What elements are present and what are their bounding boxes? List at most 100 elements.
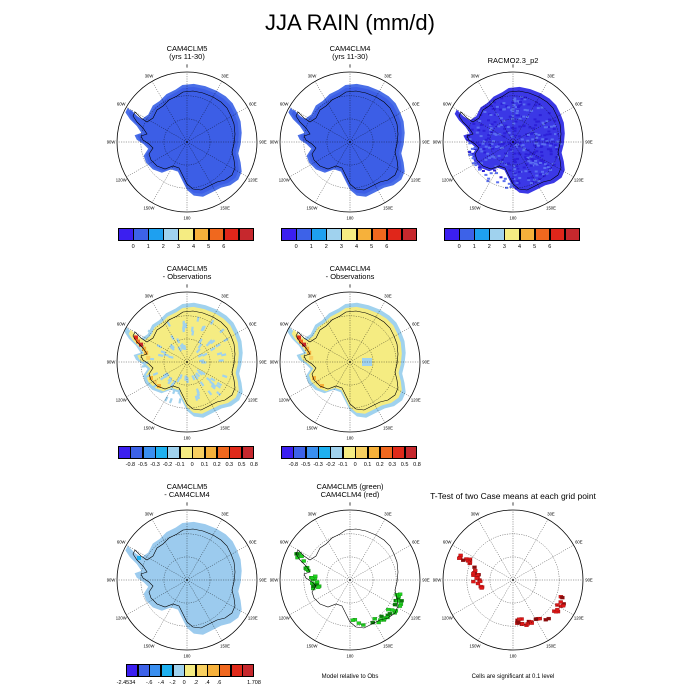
legend-tick-label: 0	[190, 462, 194, 468]
field-cell	[495, 105, 499, 108]
legend-tick-label: 5	[370, 244, 374, 250]
field-cell	[541, 138, 545, 141]
field-cell	[164, 396, 169, 402]
field-cell	[547, 126, 551, 129]
legend-tick-label: 0.1	[200, 462, 209, 468]
field-cell	[518, 125, 522, 128]
field-cell	[547, 112, 551, 115]
longitude-label: 0	[512, 502, 515, 507]
field-cell	[210, 377, 216, 382]
legend-tick-label: -.4	[157, 680, 165, 686]
meridian-line	[512, 579, 549, 641]
legend-swatch	[192, 446, 206, 459]
field-cell	[502, 108, 506, 111]
legend-swatch	[392, 446, 406, 459]
longitude-label: 60E	[249, 540, 257, 545]
field-cell	[500, 97, 504, 100]
field-cell	[513, 160, 516, 163]
meridian-line	[289, 106, 351, 143]
field-cell	[199, 381, 205, 387]
meridian-line	[349, 544, 411, 581]
legend-tick-label: -0.8	[125, 462, 136, 468]
field-cell	[511, 107, 515, 110]
field-cell	[517, 145, 521, 148]
map-border	[116, 291, 258, 433]
legend-swatch	[342, 446, 356, 459]
field-cell	[556, 140, 560, 143]
field-cell	[209, 319, 215, 326]
field-cell	[486, 180, 490, 183]
field-cell	[502, 180, 506, 183]
field-cell	[530, 131, 534, 134]
legend-swatch	[207, 664, 220, 677]
field-cell	[197, 343, 203, 349]
longitude-label: 0	[349, 502, 352, 507]
longitude-label: 120E	[248, 178, 258, 183]
legend-tick-label: -0.2	[325, 462, 336, 468]
field-cell	[468, 151, 472, 154]
field-cell	[397, 604, 403, 608]
field-cell	[201, 361, 207, 364]
longitude-label: 60W	[280, 102, 289, 107]
field-cell	[535, 120, 539, 123]
field-cell	[510, 109, 514, 112]
field-cell	[518, 117, 522, 120]
legend-tick-label: 2	[161, 244, 165, 250]
field-cell	[494, 133, 498, 136]
field-cell	[489, 128, 492, 131]
field-cell	[302, 342, 307, 347]
field-cell	[504, 152, 507, 155]
coastline	[132, 310, 236, 411]
field-cell	[546, 148, 550, 151]
field-cell	[524, 158, 528, 160]
field-cell	[461, 558, 466, 562]
field-cell	[516, 100, 520, 103]
field-cell	[196, 393, 201, 400]
field-cell	[522, 166, 526, 169]
field-cell	[492, 101, 496, 104]
field-cell	[554, 133, 557, 136]
longitude-label: 30E	[547, 512, 555, 517]
field-cell	[534, 145, 538, 148]
field-cell	[543, 134, 547, 137]
coastline	[295, 90, 399, 191]
longitude-label: 30W	[145, 512, 154, 517]
field-fill	[454, 86, 565, 194]
legend-tick-label: -.6	[146, 680, 153, 686]
field-cell	[489, 132, 493, 135]
longitude-label: 60W	[443, 102, 452, 107]
field-cell	[521, 144, 525, 147]
field-cell	[545, 142, 549, 144]
field-cell	[514, 187, 518, 190]
field-cell	[489, 114, 493, 116]
longitude-label: 90W	[433, 140, 442, 145]
field-cell	[503, 127, 507, 130]
field-cell	[508, 115, 512, 118]
field-cell	[512, 142, 516, 145]
meridian-line	[186, 81, 223, 143]
longitude-label: 60W	[117, 540, 126, 545]
longitude-label: 150E	[220, 643, 230, 648]
legend-tick-label: 2	[487, 244, 491, 250]
field-fill	[125, 521, 242, 635]
meridian-line	[126, 579, 188, 616]
field-cell	[553, 144, 557, 147]
field-cell	[517, 152, 521, 155]
legend-tick-label: -0.2	[162, 462, 173, 468]
field-cell	[482, 140, 486, 143]
field-cell	[478, 579, 483, 583]
field-cell	[316, 585, 321, 589]
field-cell	[512, 122, 516, 125]
field-cell	[502, 102, 506, 105]
longitude-label: 180	[510, 654, 518, 659]
field-cell	[372, 617, 377, 621]
meridian-line	[477, 579, 514, 641]
meridian-line	[349, 301, 386, 363]
field-cell	[543, 163, 547, 166]
meridian-line	[349, 579, 386, 641]
field-cell	[497, 154, 501, 157]
legend-swatch	[142, 446, 156, 459]
legend-swatch	[459, 228, 475, 241]
meridian-line	[126, 106, 188, 143]
field-cell	[555, 603, 560, 607]
